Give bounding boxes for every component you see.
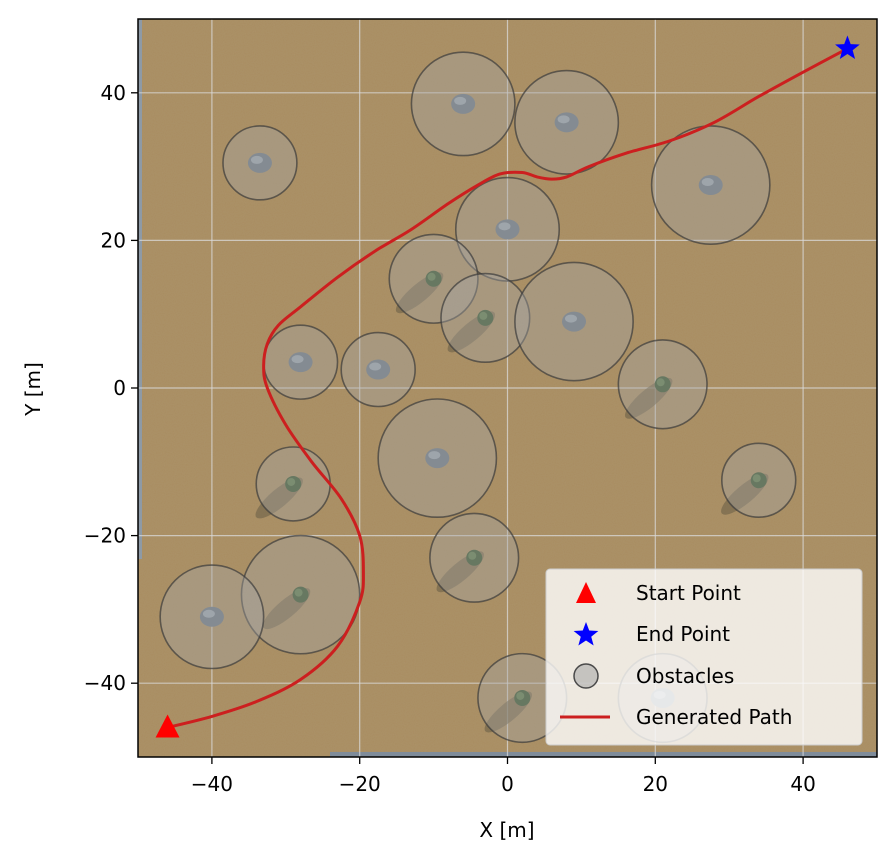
tree-crown-highlight <box>468 551 477 560</box>
obstacle-circle <box>454 176 561 282</box>
markers-layer <box>155 35 860 738</box>
obstacle-circle <box>429 512 520 603</box>
y-tick-label: 20 <box>101 228 126 252</box>
obstacle-circle <box>159 564 265 670</box>
y-tick-label: 40 <box>101 81 126 105</box>
start-point-marker <box>155 714 180 738</box>
tree-crown-highlight <box>287 477 296 486</box>
y-tick-label: 0 <box>113 376 126 400</box>
rock-highlight <box>428 451 441 460</box>
legend-end-marker <box>573 622 599 646</box>
legend-obstacle-marker <box>573 663 599 689</box>
tree-crown-highlight <box>656 378 665 387</box>
obstacle-circle <box>440 272 531 364</box>
rock-highlight <box>701 178 714 187</box>
obstacle-circle <box>255 446 331 522</box>
rock-highlight <box>557 115 570 124</box>
obstacle-circle <box>410 51 516 157</box>
x-tick-label: −20 <box>339 772 381 796</box>
rock-highlight <box>454 96 467 105</box>
x-axis-label: X [m] <box>479 818 534 842</box>
obstacle-circle <box>340 331 416 408</box>
rock-highlight <box>202 609 215 618</box>
path-layer <box>166 47 849 729</box>
generated-path-line <box>166 47 849 729</box>
obstacle-circle <box>514 69 620 175</box>
legend-start-label: Start Point <box>636 581 741 605</box>
rock-highlight <box>291 355 304 364</box>
obstacle-circle <box>514 261 634 382</box>
tree-crown-highlight <box>516 691 525 700</box>
terrain-edge-left <box>138 19 142 559</box>
obstacle-circle <box>388 233 479 324</box>
x-axis-ticks: −40 −20 0 20 40 <box>191 757 816 796</box>
tree-crown-highlight <box>294 588 303 597</box>
rock-highlight <box>250 155 263 164</box>
tree-crown-highlight <box>427 272 436 281</box>
x-tick-label: −40 <box>191 772 233 796</box>
x-tick-label: 20 <box>643 772 668 796</box>
y-tick-label: −20 <box>84 524 126 548</box>
legend-start-marker <box>576 582 596 603</box>
rock-highlight <box>565 314 578 323</box>
obstacle-circle <box>377 398 498 519</box>
terrain-edge-bottom <box>330 752 877 757</box>
legend-path-label: Generated Path <box>636 705 792 729</box>
end-point-marker <box>835 35 860 60</box>
obstacle-circle <box>222 125 298 201</box>
x-tick-label: 0 <box>501 772 514 796</box>
legend-box <box>545 568 863 746</box>
obstacle-circle <box>650 125 771 245</box>
y-axis-ticks: −40 −20 0 20 40 <box>84 81 138 695</box>
legend-obstacles-label: Obstacles <box>636 664 734 688</box>
obstacle-circle <box>262 324 339 400</box>
rock-highlight <box>369 362 382 371</box>
tree-crown-highlight <box>479 311 488 320</box>
legend-end-label: End Point <box>636 622 730 646</box>
y-axis-label: Y [m] <box>21 362 45 417</box>
rock-highlight <box>498 222 511 231</box>
x-tick-label: 40 <box>790 772 815 796</box>
obstacle-circle <box>721 442 797 518</box>
y-tick-label: −40 <box>84 671 126 695</box>
obstacle-circle <box>617 339 708 430</box>
legend: Start Point End Point Obstacles Generate… <box>545 568 863 746</box>
tree-crown-highlight <box>752 474 761 483</box>
obstacle-circle <box>240 534 361 655</box>
